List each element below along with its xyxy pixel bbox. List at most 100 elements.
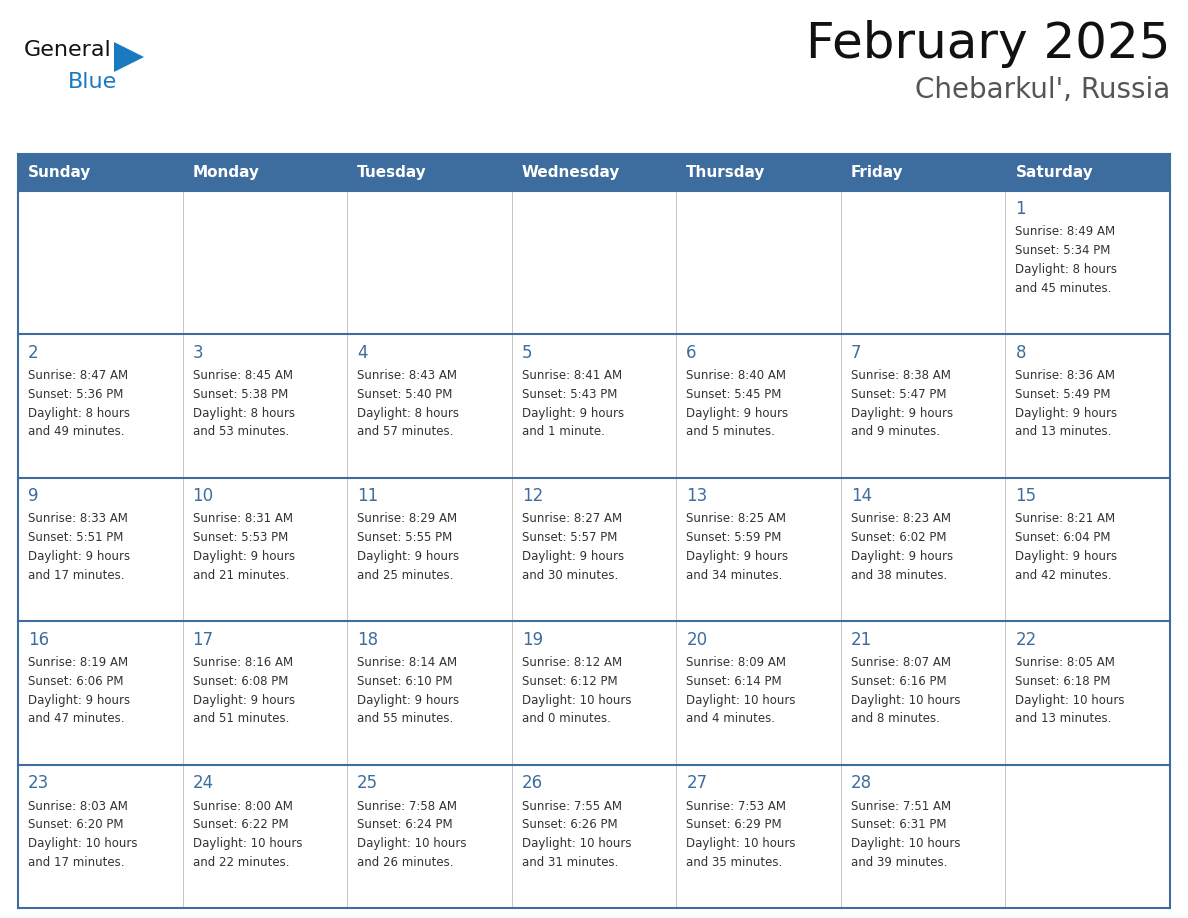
Text: 7: 7 <box>851 344 861 362</box>
Text: Sunset: 5:55 PM: Sunset: 5:55 PM <box>358 532 453 544</box>
Text: Daylight: 8 hours: Daylight: 8 hours <box>192 407 295 420</box>
Text: 15: 15 <box>1016 487 1037 506</box>
Text: and 30 minutes.: and 30 minutes. <box>522 569 618 582</box>
Bar <box>676 621 841 765</box>
Text: 8: 8 <box>1016 344 1026 362</box>
Text: Daylight: 10 hours: Daylight: 10 hours <box>358 837 467 850</box>
Text: 19: 19 <box>522 631 543 649</box>
Text: and 49 minutes.: and 49 minutes. <box>29 425 125 439</box>
Text: Daylight: 10 hours: Daylight: 10 hours <box>1016 694 1125 707</box>
Bar <box>183 765 347 908</box>
Bar <box>841 477 1005 621</box>
Text: and 17 minutes.: and 17 minutes. <box>29 856 125 869</box>
Text: Daylight: 10 hours: Daylight: 10 hours <box>522 694 631 707</box>
Text: Sunset: 5:53 PM: Sunset: 5:53 PM <box>192 532 287 544</box>
Text: and 1 minute.: and 1 minute. <box>522 425 605 439</box>
Bar <box>183 191 347 334</box>
Bar <box>183 334 347 477</box>
Text: Sunday: Sunday <box>29 164 91 180</box>
Text: Friday: Friday <box>851 164 904 180</box>
Bar <box>18 765 183 908</box>
Text: 13: 13 <box>687 487 708 506</box>
Text: Daylight: 10 hours: Daylight: 10 hours <box>687 694 796 707</box>
Text: Daylight: 8 hours: Daylight: 8 hours <box>29 407 129 420</box>
Bar <box>841 334 1005 477</box>
Text: Sunset: 6:18 PM: Sunset: 6:18 PM <box>1016 675 1111 688</box>
Bar <box>183 621 347 765</box>
Text: Sunset: 6:16 PM: Sunset: 6:16 PM <box>851 675 947 688</box>
Text: 25: 25 <box>358 775 378 792</box>
Text: 16: 16 <box>29 631 49 649</box>
Text: Sunrise: 8:25 AM: Sunrise: 8:25 AM <box>687 512 786 525</box>
Text: and 35 minutes.: and 35 minutes. <box>687 856 783 869</box>
Text: Sunrise: 8:36 AM: Sunrise: 8:36 AM <box>1016 369 1116 382</box>
Text: 26: 26 <box>522 775 543 792</box>
Text: Sunrise: 8:16 AM: Sunrise: 8:16 AM <box>192 656 292 669</box>
Bar <box>1005 191 1170 334</box>
Text: Tuesday: Tuesday <box>358 164 426 180</box>
Bar <box>841 621 1005 765</box>
Text: 17: 17 <box>192 631 214 649</box>
Text: 4: 4 <box>358 344 367 362</box>
Text: 28: 28 <box>851 775 872 792</box>
Text: and 53 minutes.: and 53 minutes. <box>192 425 289 439</box>
Text: Daylight: 9 hours: Daylight: 9 hours <box>29 694 131 707</box>
Bar <box>347 621 512 765</box>
Text: Daylight: 8 hours: Daylight: 8 hours <box>1016 263 1118 276</box>
Bar <box>841 765 1005 908</box>
Text: Daylight: 10 hours: Daylight: 10 hours <box>192 837 302 850</box>
Text: Sunrise: 7:53 AM: Sunrise: 7:53 AM <box>687 800 786 812</box>
Text: Sunrise: 7:55 AM: Sunrise: 7:55 AM <box>522 800 621 812</box>
Text: Blue: Blue <box>68 72 118 92</box>
Text: and 45 minutes.: and 45 minutes. <box>1016 282 1112 295</box>
Text: Sunrise: 8:07 AM: Sunrise: 8:07 AM <box>851 656 950 669</box>
Text: 22: 22 <box>1016 631 1037 649</box>
Bar <box>1005 621 1170 765</box>
Text: Sunset: 5:38 PM: Sunset: 5:38 PM <box>192 387 287 401</box>
Text: Sunset: 6:26 PM: Sunset: 6:26 PM <box>522 818 618 832</box>
Text: 11: 11 <box>358 487 379 506</box>
Text: and 38 minutes.: and 38 minutes. <box>851 569 947 582</box>
Text: Sunset: 5:49 PM: Sunset: 5:49 PM <box>1016 387 1111 401</box>
Text: 6: 6 <box>687 344 697 362</box>
Text: 24: 24 <box>192 775 214 792</box>
Text: 12: 12 <box>522 487 543 506</box>
Text: Saturday: Saturday <box>1016 164 1093 180</box>
Text: Sunset: 5:51 PM: Sunset: 5:51 PM <box>29 532 124 544</box>
Text: Sunrise: 8:21 AM: Sunrise: 8:21 AM <box>1016 512 1116 525</box>
Bar <box>18 154 1170 191</box>
Text: 21: 21 <box>851 631 872 649</box>
Text: 14: 14 <box>851 487 872 506</box>
Text: and 4 minutes.: and 4 minutes. <box>687 712 776 725</box>
Text: Sunset: 5:45 PM: Sunset: 5:45 PM <box>687 387 782 401</box>
Text: Sunrise: 7:58 AM: Sunrise: 7:58 AM <box>358 800 457 812</box>
Bar <box>18 477 183 621</box>
Text: 27: 27 <box>687 775 707 792</box>
Text: Sunrise: 8:47 AM: Sunrise: 8:47 AM <box>29 369 128 382</box>
Text: 9: 9 <box>29 487 38 506</box>
Text: Daylight: 9 hours: Daylight: 9 hours <box>358 694 460 707</box>
Text: and 8 minutes.: and 8 minutes. <box>851 712 940 725</box>
Text: Sunset: 6:04 PM: Sunset: 6:04 PM <box>1016 532 1111 544</box>
Text: Daylight: 8 hours: Daylight: 8 hours <box>358 407 459 420</box>
Text: Sunrise: 8:43 AM: Sunrise: 8:43 AM <box>358 369 457 382</box>
Text: Sunset: 5:40 PM: Sunset: 5:40 PM <box>358 387 453 401</box>
Text: Sunset: 5:57 PM: Sunset: 5:57 PM <box>522 532 617 544</box>
Text: Sunset: 6:22 PM: Sunset: 6:22 PM <box>192 818 289 832</box>
Text: Sunset: 6:24 PM: Sunset: 6:24 PM <box>358 818 453 832</box>
Text: Sunrise: 8:19 AM: Sunrise: 8:19 AM <box>29 656 128 669</box>
Text: Sunset: 6:06 PM: Sunset: 6:06 PM <box>29 675 124 688</box>
Text: and 17 minutes.: and 17 minutes. <box>29 569 125 582</box>
Text: Sunrise: 8:38 AM: Sunrise: 8:38 AM <box>851 369 950 382</box>
Text: 18: 18 <box>358 631 378 649</box>
Text: 5: 5 <box>522 344 532 362</box>
Text: Sunrise: 8:27 AM: Sunrise: 8:27 AM <box>522 512 621 525</box>
Text: and 9 minutes.: and 9 minutes. <box>851 425 940 439</box>
Text: and 25 minutes.: and 25 minutes. <box>358 569 454 582</box>
Text: Sunrise: 8:23 AM: Sunrise: 8:23 AM <box>851 512 950 525</box>
Text: and 42 minutes.: and 42 minutes. <box>1016 569 1112 582</box>
Text: and 39 minutes.: and 39 minutes. <box>851 856 947 869</box>
Text: Daylight: 9 hours: Daylight: 9 hours <box>192 694 295 707</box>
Text: Daylight: 9 hours: Daylight: 9 hours <box>192 550 295 563</box>
Bar <box>347 191 512 334</box>
